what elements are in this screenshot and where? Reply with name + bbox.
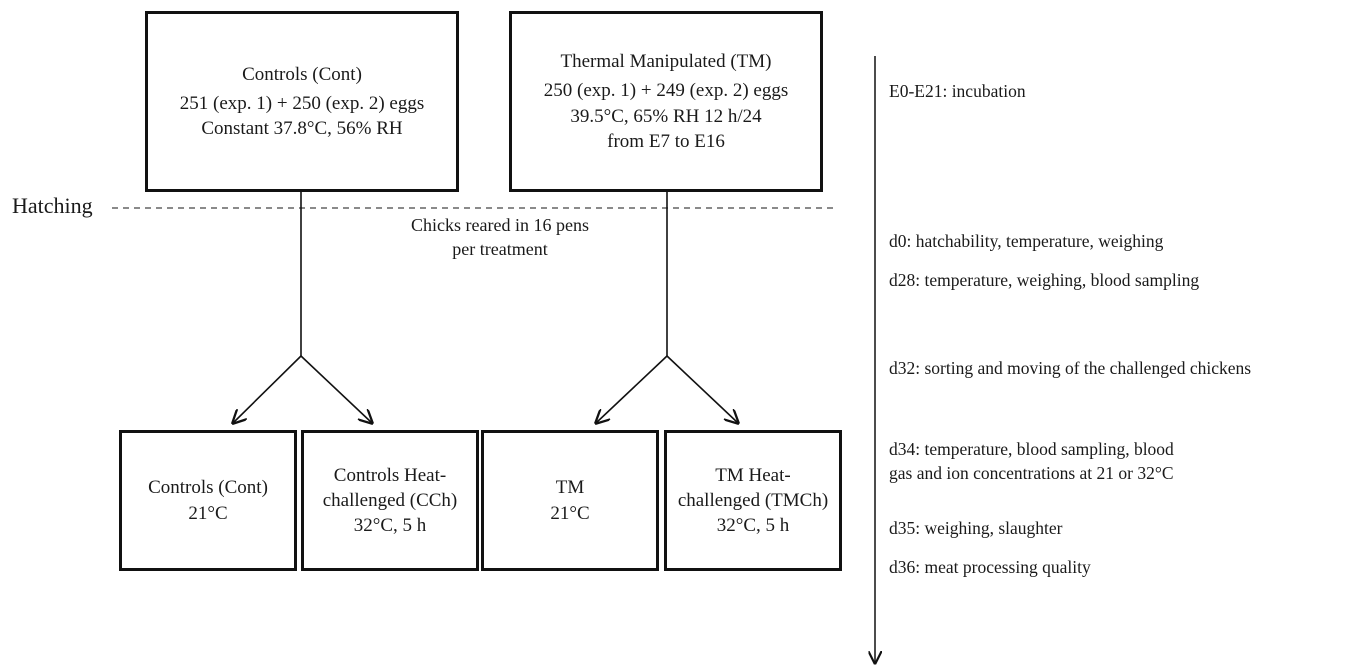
- timeline-item-d32: d32: sorting and moving of the challenge…: [889, 357, 1251, 381]
- controls-eggs: 251 (exp. 1) + 250 (exp. 2) eggs: [179, 92, 425, 114]
- thermal-eggs: 250 (exp. 1) + 249 (exp. 2) eggs: [543, 80, 789, 102]
- controls-title: Controls (Cont): [242, 63, 362, 85]
- controls-left-arrow: [233, 355, 302, 423]
- timeline-item-d34: d34: temperature, blood sampling, blood …: [889, 438, 1174, 485]
- box-line: challenged (CCh): [322, 489, 458, 511]
- timeline-text: gas and ion concentrations at 21 or 32°C: [889, 462, 1174, 483]
- tm-right-arrow: [666, 355, 738, 423]
- thermal-conditions: 39.5°C, 65% RH 12 h/24: [570, 105, 762, 127]
- thermal-manipulated-group-box: Thermal Manipulated (TM) 250 (exp. 1) + …: [509, 11, 823, 192]
- timeline-text: d34: temperature, blood sampling, blood: [889, 439, 1174, 459]
- tm-heat-challenged-box: TM Heat- challenged (TMCh) 32°C, 5 h: [664, 430, 842, 571]
- timeline-item-d28: d28: temperature, weighing, blood sampli…: [889, 269, 1199, 293]
- thermal-title: Thermal Manipulated (TM): [560, 51, 772, 73]
- hatching-label: Hatching: [12, 193, 93, 218]
- timeline-text: d32: sorting and moving of the challenge…: [889, 358, 1252, 378]
- box-line: Controls Heat-: [333, 464, 447, 486]
- box-line: 21°C: [550, 502, 590, 524]
- timeline-text: d36: meat processing quality: [889, 557, 1091, 577]
- timeline-item-d0: d0: hatchability, temperature, weighing: [889, 230, 1163, 254]
- controls-right-arrow: [300, 355, 372, 423]
- tm-left-arrow: [596, 355, 668, 423]
- controls-heat-challenged-box: Controls Heat- challenged (CCh) 32°C, 5 …: [301, 430, 479, 571]
- controls-conditions: Constant 37.8°C, 56% RH: [201, 118, 403, 140]
- timeline-text: d28: temperature, weighing, blood sampli…: [889, 270, 1200, 290]
- timeline-item-d35: d35: weighing, slaughter: [889, 517, 1063, 541]
- thermal-period: from E7 to E16: [607, 130, 725, 152]
- box-line: 32°C, 5 h: [353, 515, 427, 537]
- rearing-note-line1: Chicks reared in 16 pens: [411, 215, 589, 235]
- tm-21c-box: TM 21°C: [481, 430, 659, 571]
- box-line: challenged (TMCh): [677, 489, 829, 511]
- box-line: 32°C, 5 h: [716, 515, 790, 537]
- timeline-text: d0: hatchability, temperature, weighing: [889, 231, 1164, 251]
- timeline-text: d35: weighing, slaughter: [889, 518, 1063, 538]
- timeline-item-incubation: E0-E21: incubation: [889, 80, 1026, 104]
- timeline-text: E0-E21: incubation: [889, 81, 1026, 101]
- rearing-note-line2: per treatment: [452, 239, 548, 260]
- controls-group-box: Controls (Cont) 251 (exp. 1) + 250 (exp.…: [145, 11, 459, 192]
- box-line: Controls (Cont): [148, 477, 268, 499]
- box-line: 21°C: [188, 502, 228, 524]
- rearing-note: Chicks reared in 16 pens per treatment: [360, 213, 640, 262]
- box-line: TM Heat-: [715, 464, 791, 486]
- controls-21c-box: Controls (Cont) 21°C: [119, 430, 297, 571]
- box-line: TM: [555, 477, 585, 499]
- timeline-item-d36: d36: meat processing quality: [889, 556, 1091, 580]
